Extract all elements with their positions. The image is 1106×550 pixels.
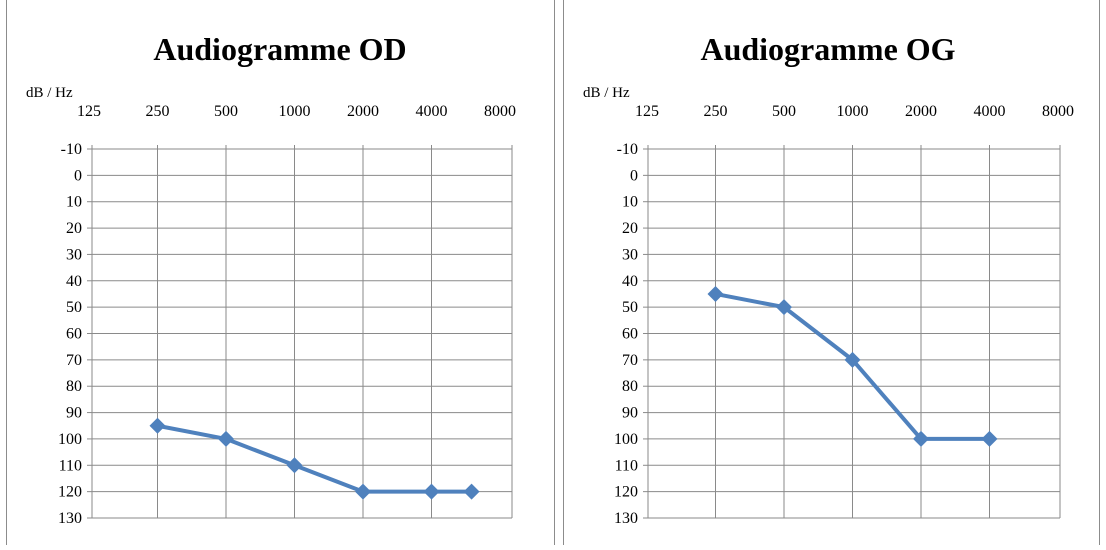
- y-tick-label: 90: [622, 405, 638, 422]
- y-tick-label: 30: [66, 246, 82, 263]
- x-tick-label: 1000: [279, 103, 311, 120]
- x-tick-label: 125: [635, 103, 659, 120]
- y-tick-label: 0: [74, 167, 82, 184]
- y-tick-label: 60: [66, 326, 82, 343]
- y-tick-label: -10: [617, 141, 638, 158]
- y-tick-label: 30: [622, 246, 638, 263]
- y-tick-label: 100: [614, 431, 638, 448]
- audiogram-og-panel: Audiogramme OG dB / Hz 125 250 500 1000 2000 40…: [563, 0, 1100, 545]
- y-tick-label: 40: [622, 273, 638, 290]
- data-point-marker: [218, 430, 234, 447]
- data-point-marker: [776, 299, 792, 316]
- y-tick-label: 50: [622, 299, 638, 316]
- data-point-marker: [981, 430, 998, 447]
- data-point-marker: [355, 483, 371, 500]
- x-tick-label: 500: [214, 103, 238, 120]
- y-tick-label: 20: [66, 220, 82, 237]
- unit-label: dB / Hz: [583, 85, 630, 101]
- data-point-marker: [149, 417, 166, 434]
- x-tick-label: 250: [146, 103, 170, 120]
- x-tick-label: 8000: [1042, 103, 1074, 120]
- panel-divider: [555, 0, 563, 545]
- y-tick-label: -10: [61, 141, 82, 158]
- y-tick-label: 10: [66, 194, 82, 211]
- x-tick-label: 4000: [416, 103, 448, 120]
- y-tick-label: 70: [66, 352, 82, 369]
- audiogram-od-panel: Audiogramme OD dB / Hz 125 250 500 1000 2000 40…: [6, 0, 555, 545]
- y-tick-label: 50: [66, 299, 82, 316]
- chart-title: Audiogramme OD: [153, 31, 406, 67]
- y-tick-label: 110: [615, 457, 638, 474]
- data-point-marker: [707, 285, 724, 302]
- y-tick-label: 60: [622, 326, 638, 343]
- data-point-marker: [913, 430, 929, 447]
- y-tick-label: 80: [622, 378, 638, 395]
- x-tick-label: 2000: [905, 103, 937, 120]
- x-tick-label: 2000: [347, 103, 379, 120]
- y-tick-label: 120: [58, 484, 82, 501]
- y-tick-label: 130: [58, 510, 82, 527]
- x-tick-label: 125: [77, 103, 101, 120]
- y-tick-label: 100: [58, 431, 82, 448]
- unit-label: dB / Hz: [26, 85, 73, 101]
- series-line: [157, 423, 472, 494]
- y-tick-label: 70: [622, 352, 638, 369]
- data-point-marker: [463, 483, 480, 500]
- x-tick-label: 8000: [484, 103, 516, 120]
- y-tick-label: 90: [66, 405, 82, 422]
- data-point-marker: [423, 483, 440, 500]
- y-tick-label: 130: [614, 510, 638, 527]
- y-tick-label: 20: [622, 220, 638, 237]
- data-point-marker: [844, 351, 861, 368]
- x-tick-label: 1000: [837, 103, 869, 120]
- y-tick-label: 110: [59, 457, 82, 474]
- x-tick-label: 250: [704, 103, 728, 120]
- chart-title: Audiogramme OG: [700, 31, 955, 67]
- y-tick-label: 120: [614, 484, 638, 501]
- data-point-marker: [286, 457, 303, 474]
- x-tick-label: 4000: [974, 103, 1006, 120]
- y-tick-label: 0: [630, 167, 638, 184]
- y-tick-label: 40: [66, 273, 82, 290]
- x-tick-label: 500: [772, 103, 796, 120]
- y-tick-label: 10: [622, 194, 638, 211]
- y-tick-label: 80: [66, 378, 82, 395]
